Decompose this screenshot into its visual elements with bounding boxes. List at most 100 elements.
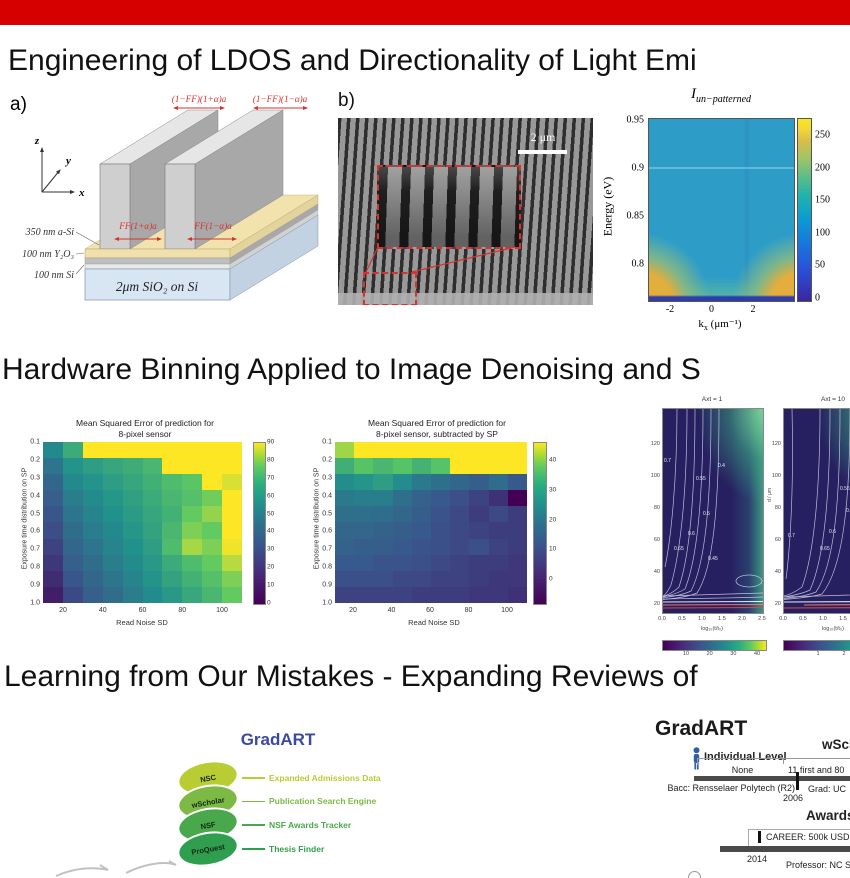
heatmap-cell [82,538,103,555]
tick-label: 2 [842,651,846,657]
heatmap-cell [507,554,528,571]
sem-scale-label: 2 μm [530,130,556,144]
heatmap-cell [411,442,432,459]
timeline-node-circle [688,871,701,878]
chart-title: Iun−patterned [690,86,752,105]
heatmap-cell [373,506,393,523]
bacc-label: Bacc: Rensselaer Polytech (R2) [667,783,795,793]
contour2-colorbar [783,640,850,651]
mse-heatmap-figure: Mean Squared Error of prediction for 8-pi… [14,415,276,630]
heatmap-cell [142,538,163,555]
layer-line-asi [75,231,100,246]
colorbar [253,442,266,605]
tick-label: 40 [753,651,761,657]
heatmap-cell [222,586,243,603]
heatmap-cell [62,586,83,603]
contour-level-label: 0.6 [688,531,695,537]
tick-label: 40 [774,569,781,575]
gradart-sources-diagram: GradART NSC Expanded Admissions Data wScho… [130,720,430,878]
dim-top-right: (1−FF)(1−α)a [253,94,308,104]
heatmap-cell [62,490,83,507]
heatmap-row [43,570,243,587]
heatmap-cell [335,586,355,603]
heatmap-cell [222,538,243,555]
x-axis-label: kx (μm⁻¹) [698,318,742,333]
heatmap-cell [335,538,355,555]
tick-label: 0.0 [779,616,787,622]
heatmap-cell [222,554,243,571]
heatmap-cell [43,490,63,507]
tick-label: 0.0 [658,616,666,622]
section-title-binning: Hardware Binning Applied to Image Denois… [2,353,701,386]
tick-label: 20 [59,607,67,614]
heatmap-cell [162,442,183,459]
section-title-gradart: Learning from Our Mistakes - Expanding R… [4,660,698,693]
heatmap-cell [373,458,393,475]
tick-label: 20 [706,651,713,657]
tick-label: 150 [815,194,830,206]
heatmap-cell [142,442,163,459]
heatmap-cell [335,554,355,571]
heatmap-row [43,490,243,507]
heatmap-cell [488,490,508,507]
heatmap-cell [62,458,83,475]
y-axis-ticks: 0.1 0.2 0.3 0.4 0.5 0.6 0.7 0.8 0.9 1.0 [22,438,40,607]
heatmap-cell [222,490,243,507]
heatmap-cell [373,586,393,603]
award-box-tick [758,831,761,843]
heatmap-cell [335,474,355,491]
schematic-figure: a) z y x 2μm SiO₂ on Si (1−FF)(1+α)a (1−… [10,94,319,301]
tick-label: 100 [650,473,660,479]
tick-label: 0.6 [30,527,40,535]
heatmap-cell [102,506,123,523]
heatmap-cell [354,570,374,587]
colorbar-ticks: 40 30 20 10 0 [549,457,565,583]
tick-label: 30 [730,651,737,657]
heatmap-cell [182,474,203,491]
heatmap-cell [102,570,123,587]
heatmap-cell [354,490,374,507]
heatmap-cell [122,570,143,587]
tick-label: 0 [549,575,553,583]
heatmap-cell [202,506,223,523]
panel-b-label: b) [338,90,355,111]
tick-label: 0.8 [631,258,645,270]
heatmap-cell [507,474,528,491]
heatmap-cell [392,522,412,539]
top-banner [0,0,850,25]
heatmap-cell [354,586,374,603]
person-icon [693,747,700,770]
heatmap-cell [392,442,412,459]
heatmap-cell [82,442,103,459]
heatmap-cell [469,458,489,475]
heatmap-cell [431,538,451,555]
heatmap-cell [162,522,183,539]
tick-label: 0.7 [322,545,332,553]
venn-connector-line [242,777,265,779]
tick-label: 0.1 [30,438,40,446]
tick-label: 100 [216,607,228,614]
heatmap-cell [43,570,63,587]
individual-level-label: Individual Level [704,751,787,763]
heatmap-cell [507,586,528,603]
heatmap-cell [373,570,393,587]
tick-label: 1.5 [718,616,726,622]
gradart-timeline-title: GradART [655,717,748,740]
chart-title: Mean Squared Error of prediction for 8-pi… [368,418,506,439]
contour-level-label: 0.45 [708,556,718,562]
heatmap-row [43,442,243,459]
heatmap-cell [142,586,163,603]
heatmap-cell [431,522,451,539]
dim-mid-right: FF(1−α)a [193,221,232,231]
heatmap-cell [431,442,451,459]
heatmap-cell [354,506,374,523]
pencil-sketch-marks [55,860,177,877]
contour-level-label: 0.7 [788,533,795,539]
heatmap-cell [102,586,123,603]
heatmap-row [335,490,528,507]
dim-top-left: (1−FF)(1+α)a [172,94,227,104]
tick-label: 20 [267,563,275,571]
tick-label: 100 [771,473,781,479]
tick-label: 20 [774,601,781,607]
